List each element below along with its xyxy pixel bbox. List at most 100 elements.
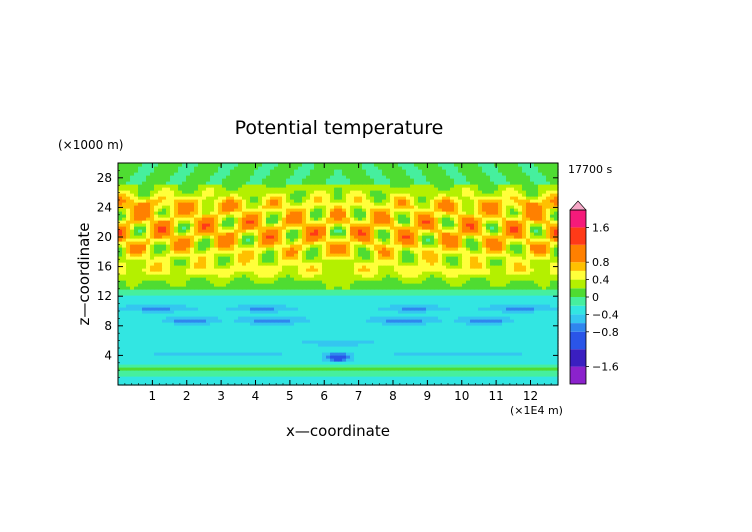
heatmap-cell xyxy=(550,253,555,257)
heatmap-cell xyxy=(238,331,243,335)
heatmap-cell xyxy=(410,274,415,278)
heatmap-cell xyxy=(194,373,199,377)
heatmap-cell xyxy=(218,307,223,311)
heatmap-cell xyxy=(410,253,415,257)
heatmap-cell xyxy=(462,280,467,284)
heatmap-cell xyxy=(518,340,523,344)
heatmap-cell xyxy=(242,313,247,317)
heatmap-cell xyxy=(554,376,559,380)
heatmap-cell xyxy=(218,310,223,314)
heatmap-cell xyxy=(458,361,463,365)
heatmap-cell xyxy=(406,295,411,299)
heatmap-cell xyxy=(278,316,283,320)
heatmap-cell xyxy=(402,274,407,278)
heatmap-cell xyxy=(426,358,431,362)
heatmap-cell xyxy=(482,289,487,293)
heatmap-cell xyxy=(286,334,291,338)
heatmap-cell xyxy=(458,313,463,317)
heatmap-cell xyxy=(486,355,491,359)
heatmap-cell xyxy=(210,298,215,302)
heatmap-cell xyxy=(242,379,247,383)
heatmap-cell xyxy=(258,313,263,317)
heatmap-cell xyxy=(142,346,147,350)
heatmap-cell xyxy=(350,310,355,314)
heatmap-cell xyxy=(198,301,203,305)
heatmap-cell xyxy=(550,268,555,272)
heatmap-cell xyxy=(458,277,463,281)
heatmap-cell xyxy=(310,274,315,278)
heatmap-cell xyxy=(358,286,363,290)
heatmap-cell xyxy=(226,352,231,356)
heatmap-cell xyxy=(362,319,367,323)
heatmap-cell xyxy=(130,319,135,323)
heatmap-cell xyxy=(270,313,275,317)
heatmap-cell xyxy=(210,379,215,383)
heatmap-cell xyxy=(374,322,379,326)
heatmap-cell xyxy=(398,331,403,335)
heatmap-cell xyxy=(306,292,311,296)
heatmap-cell xyxy=(530,250,535,254)
heatmap-cell xyxy=(122,271,127,275)
heatmap-cell xyxy=(298,325,303,329)
heatmap-cell xyxy=(502,280,507,284)
heatmap-cell xyxy=(466,370,471,374)
heatmap-cell xyxy=(126,310,131,314)
heatmap-cell xyxy=(346,364,351,368)
heatmap-cell xyxy=(262,313,267,317)
heatmap-cell xyxy=(418,277,423,281)
heatmap-cell xyxy=(338,307,343,311)
heatmap-cell xyxy=(402,379,407,383)
heatmap-cell xyxy=(534,370,539,374)
heatmap-cell xyxy=(266,376,271,380)
heatmap-cell xyxy=(182,376,187,380)
heatmap-cell xyxy=(358,364,363,368)
heatmap-cell xyxy=(390,358,395,362)
heatmap-cell xyxy=(430,307,435,311)
heatmap-cell xyxy=(554,367,559,371)
heatmap-cell xyxy=(242,247,247,251)
heatmap-cell xyxy=(442,379,447,383)
heatmap-cell xyxy=(242,361,247,365)
heatmap-cell xyxy=(370,355,375,359)
heatmap-cell xyxy=(418,301,423,305)
heatmap-cell xyxy=(426,322,431,326)
heatmap-cell xyxy=(378,340,383,344)
heatmap-cell xyxy=(314,253,319,257)
heatmap-cell xyxy=(426,379,431,383)
heatmap-cell xyxy=(130,361,135,365)
heatmap-cell xyxy=(490,301,495,305)
heatmap-cell xyxy=(490,349,495,353)
heatmap-cell xyxy=(118,292,123,296)
heatmap-cell xyxy=(302,316,307,320)
heatmap-cell xyxy=(538,289,543,293)
heatmap-cell xyxy=(398,298,403,302)
heatmap-cell xyxy=(142,265,147,269)
heatmap-cell xyxy=(250,253,255,257)
heatmap-cell xyxy=(330,364,335,368)
heatmap-cell xyxy=(506,283,511,287)
heatmap-cell xyxy=(286,382,291,386)
heatmap-cell xyxy=(470,313,475,317)
heatmap-cell xyxy=(338,268,343,272)
heatmap-cell xyxy=(250,334,255,338)
heatmap-cell xyxy=(514,313,519,317)
heatmap-cell xyxy=(182,355,187,359)
heatmap-cell xyxy=(462,292,467,296)
heatmap-cell xyxy=(478,292,483,296)
heatmap-cell xyxy=(298,262,303,266)
heatmap-cell xyxy=(262,307,267,311)
heatmap-cell xyxy=(398,322,403,326)
heatmap-cell xyxy=(506,382,511,386)
heatmap-cell xyxy=(366,268,371,272)
heatmap-cell xyxy=(354,337,359,341)
heatmap-cell xyxy=(342,307,347,311)
heatmap-cell xyxy=(142,367,147,371)
heatmap-cell xyxy=(138,253,143,257)
heatmap-cell xyxy=(190,259,195,263)
heatmap-cell xyxy=(194,361,199,365)
heatmap-cell xyxy=(242,382,247,386)
heatmap-cell xyxy=(450,310,455,314)
heatmap-cell xyxy=(354,286,359,290)
heatmap-cell xyxy=(502,328,507,332)
heatmap-cell xyxy=(414,355,419,359)
